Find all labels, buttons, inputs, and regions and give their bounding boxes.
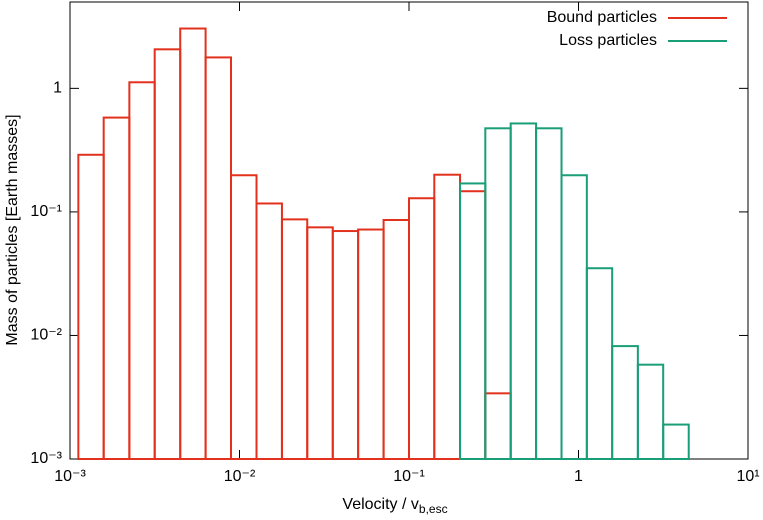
histogram-bar bbox=[535, 127, 563, 460]
histogram-bar bbox=[636, 363, 665, 461]
x-axis-title-main: Velocity / v bbox=[342, 496, 418, 513]
x-axis-title: Velocity / vb,esc bbox=[342, 496, 447, 516]
x-axis-title-subscript: b,esc bbox=[419, 502, 448, 516]
histogram-bar bbox=[306, 226, 334, 460]
histogram-bar bbox=[484, 127, 512, 460]
histogram-bar bbox=[255, 202, 283, 460]
histogram-bar bbox=[408, 197, 436, 460]
y-tick-label: 10⁻¹ bbox=[30, 203, 62, 220]
x-tick-label: 10⁻² bbox=[224, 468, 256, 485]
histogram-bar bbox=[153, 48, 182, 460]
histogram-bar bbox=[509, 122, 538, 460]
histogram-bar bbox=[560, 174, 588, 460]
x-tick-label: 10⁻¹ bbox=[393, 468, 425, 485]
histogram-bar bbox=[459, 190, 487, 460]
histogram-bar bbox=[382, 218, 410, 460]
y-tick-label: 10⁻² bbox=[30, 327, 62, 344]
histogram-bar bbox=[331, 230, 360, 460]
histogram-bar bbox=[459, 182, 487, 460]
histogram-bar bbox=[611, 345, 639, 461]
histogram-bar bbox=[433, 173, 462, 460]
y-axis-title: Mass of particles [Earth masses] bbox=[4, 114, 21, 345]
legend-label: Bound particles bbox=[547, 9, 657, 26]
histogram-bar bbox=[662, 423, 690, 460]
histogram-bar bbox=[357, 228, 385, 460]
x-tick-label: 1 bbox=[574, 468, 583, 485]
legend-label: Loss particles bbox=[559, 32, 657, 49]
histogram-bar bbox=[484, 392, 512, 460]
histogram-bar bbox=[102, 116, 131, 460]
histogram-bar bbox=[585, 267, 614, 460]
histogram-bar bbox=[230, 174, 258, 460]
histogram-bar bbox=[77, 153, 105, 460]
y-tick-label: 1 bbox=[53, 80, 62, 97]
histogram-bar bbox=[204, 56, 233, 460]
histogram-bar bbox=[179, 27, 207, 460]
y-tick-label: 10⁻³ bbox=[30, 450, 62, 467]
histogram-bar bbox=[128, 81, 156, 461]
x-tick-label: 10¹ bbox=[736, 468, 759, 485]
x-tick-label: 10⁻³ bbox=[54, 468, 86, 485]
histogram-bar bbox=[280, 218, 309, 460]
